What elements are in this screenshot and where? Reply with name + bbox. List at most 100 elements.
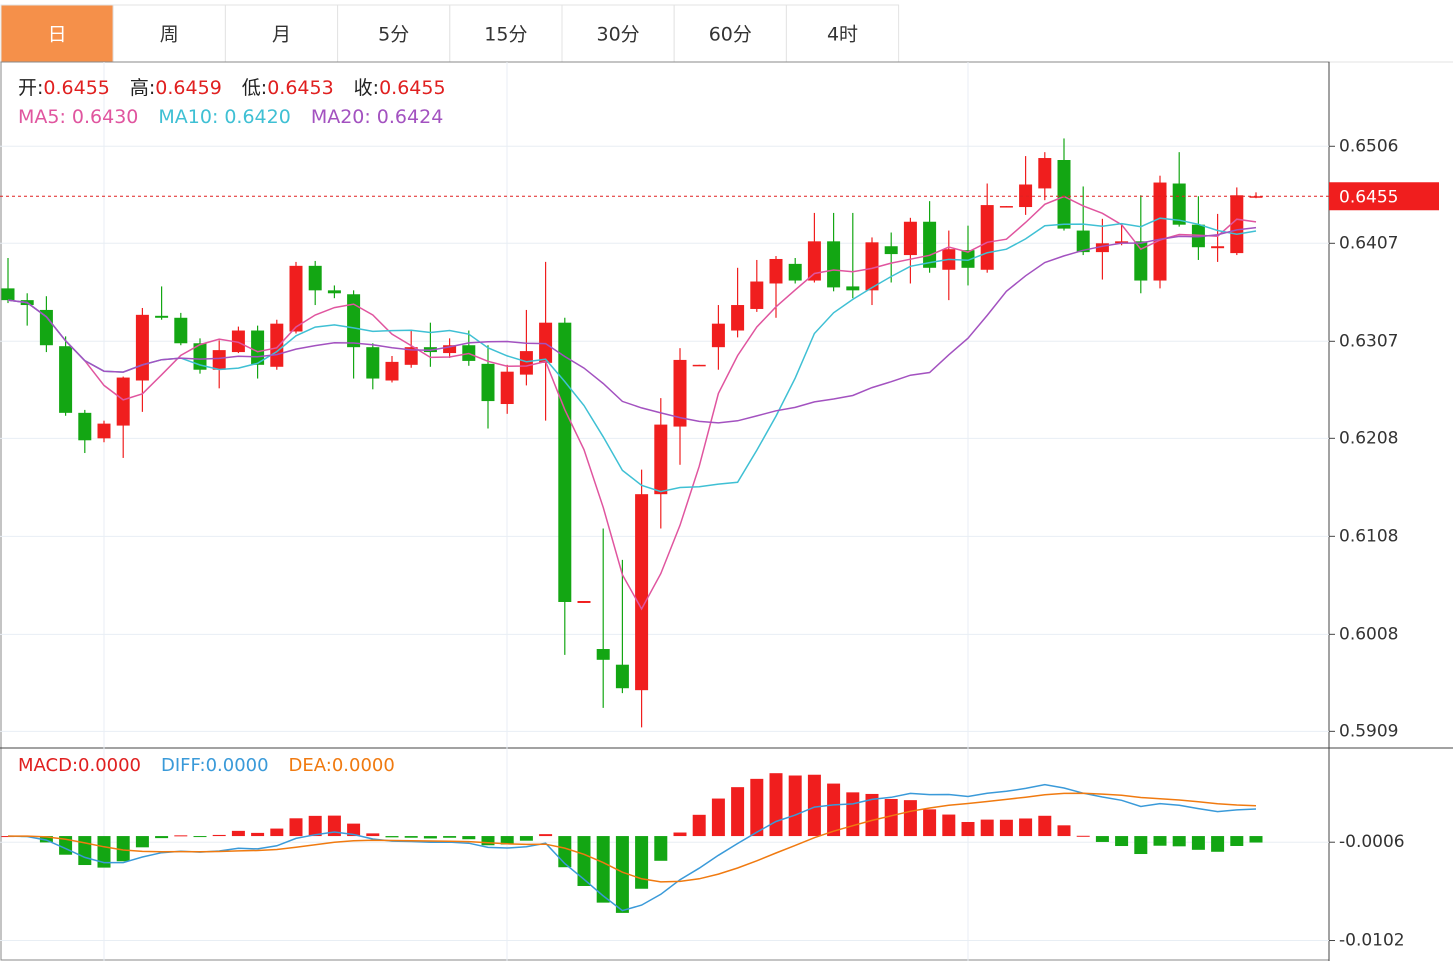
y2-tick-label: -0.0006: [1339, 832, 1405, 852]
ma-line: [7, 217, 1257, 493]
macd-bar: [174, 835, 188, 837]
candle-body: [443, 345, 457, 354]
candle-body: [135, 314, 149, 381]
legend-key: MA5:: [18, 106, 66, 128]
tab[interactable]: [224, 4, 339, 63]
macd-bar: [1076, 835, 1090, 837]
macd-bar: [750, 778, 764, 837]
legend-key: MA20:: [311, 106, 371, 128]
tab-label[interactable]: 4时: [827, 24, 858, 46]
candle-body: [289, 265, 303, 332]
candle-body: [212, 350, 226, 370]
ma-line: [7, 226, 1257, 424]
macd-bar: [846, 792, 860, 837]
candle-body: [39, 309, 53, 346]
candle-body: [174, 317, 188, 344]
macd-bar: [539, 834, 553, 837]
legend-key: 收:: [354, 77, 379, 99]
macd-bar: [731, 787, 745, 837]
macd-bar: [1172, 836, 1186, 847]
candle-body: [385, 361, 399, 381]
tab[interactable]: [112, 4, 226, 63]
tab-label[interactable]: 日: [48, 24, 67, 46]
macd-bar: [155, 836, 169, 839]
macd-bar: [788, 775, 802, 837]
macd-bar: [116, 836, 130, 862]
candle-body: [903, 221, 917, 256]
candle-body: [865, 242, 879, 291]
macd-bar: [1191, 836, 1205, 850]
tab[interactable]: [673, 4, 787, 63]
macd-bar: [827, 783, 841, 837]
y-tick-label: 0.6506: [1339, 136, 1398, 156]
macd-bar: [711, 798, 725, 837]
tab-label[interactable]: 60分: [709, 24, 752, 46]
macd-bar: [692, 814, 706, 837]
candle-body: [807, 241, 821, 281]
candle-body: [1057, 160, 1071, 229]
macd-bar: [193, 836, 207, 838]
macd-bar: [1230, 836, 1244, 846]
candle-body: [97, 423, 111, 439]
dea-line: [8, 792, 1257, 883]
tab-label[interactable]: 30分: [597, 24, 640, 46]
macd-bar: [327, 815, 341, 837]
tab[interactable]: [785, 4, 900, 63]
legend-value: 0.6459: [155, 77, 221, 99]
macd-bar: [423, 836, 437, 839]
ma-line: [7, 195, 1257, 611]
candle-body: [654, 424, 668, 495]
candle-body: [1038, 158, 1052, 189]
candle-body: [1153, 182, 1167, 281]
y-tick-label: 0.6407: [1339, 233, 1398, 253]
candle-body: [635, 494, 649, 691]
macd-bar: [615, 836, 629, 913]
candle-body: [769, 258, 783, 284]
macd-bar: [212, 834, 226, 837]
macd-bar: [1038, 815, 1052, 837]
candle-body: [750, 281, 764, 309]
legend-key: MA10:: [158, 106, 218, 128]
tab-label[interactable]: 周: [160, 24, 179, 46]
macd-bar: [385, 836, 399, 838]
tab-label[interactable]: 月: [272, 24, 291, 46]
candle-body: [711, 323, 725, 348]
y-tick-label: 0.5909: [1339, 721, 1398, 741]
macd-bar: [1019, 818, 1033, 837]
macd-bar: [481, 836, 495, 846]
tab[interactable]: [0, 4, 114, 63]
candle-body: [1230, 195, 1244, 254]
candle-body: [1134, 241, 1148, 281]
macd-bar: [654, 836, 668, 861]
last-price-label: 0.6455: [1339, 187, 1398, 207]
macd-bar: [251, 832, 265, 837]
candle-body: [404, 347, 418, 365]
macd-bar: [865, 793, 879, 837]
candle-body: [788, 263, 802, 281]
legend-value: 0.6453: [267, 77, 333, 99]
macd-bar: [1249, 836, 1263, 843]
candle-body: [596, 649, 610, 660]
legend-key: 高:: [130, 77, 155, 99]
macd-bar: [999, 819, 1013, 837]
macd-bar: [673, 832, 687, 837]
legend-key: 低:: [242, 77, 267, 99]
macd-bar: [980, 819, 994, 837]
legend-key: 开:: [18, 77, 43, 99]
candle-body: [692, 364, 706, 367]
candle-body: [116, 377, 130, 426]
legend-value: 0.6420: [224, 106, 290, 128]
macd-bar: [961, 821, 975, 837]
macd-bar: [1115, 836, 1129, 847]
candle-body: [731, 305, 745, 331]
legend-row: MA5: 0.6430 MA10: 0.6420 MA20: 0.6424: [18, 106, 443, 128]
tab-label[interactable]: 15分: [484, 24, 527, 46]
tab-label[interactable]: 5分: [378, 24, 409, 46]
macd-bar: [462, 836, 476, 840]
candle-body: [923, 221, 937, 268]
candle-body: [327, 290, 341, 294]
macd-bar: [807, 774, 821, 837]
candle-body: [481, 363, 495, 402]
macd-bar: [289, 818, 303, 837]
